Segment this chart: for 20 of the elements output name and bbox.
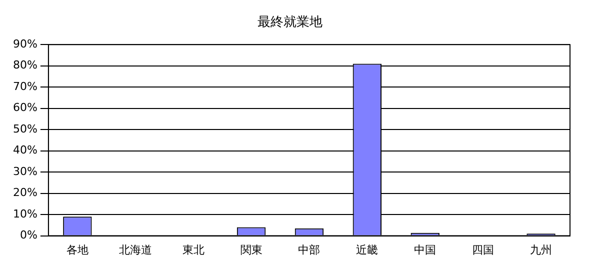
x-tick-label: 関東 xyxy=(240,243,262,256)
x-tick-label: 中国 xyxy=(414,243,436,256)
x-tick-label: 北海道 xyxy=(118,243,152,256)
y-tick-label: 80% xyxy=(12,58,38,72)
x-tick-label: 各地 xyxy=(66,243,88,256)
y-tick-label: 30% xyxy=(12,164,38,178)
y-tick-label: 0% xyxy=(20,228,38,242)
y-tick-label: 20% xyxy=(12,186,38,200)
chart-title: 最終就業地 xyxy=(258,15,322,30)
x-tick-label: 中部 xyxy=(298,243,320,256)
y-tick-label: 10% xyxy=(12,207,38,220)
y-tick-label: 70% xyxy=(12,80,38,93)
y-tick-label: 90% xyxy=(12,37,38,50)
y-tick-label: 50% xyxy=(12,122,38,136)
x-tick-label: 九州 xyxy=(530,243,552,256)
x-tick-label: 近畿 xyxy=(356,243,378,256)
y-tick-label: 60% xyxy=(12,101,38,114)
y-tick-label: 40% xyxy=(12,144,38,157)
x-tick-label: 四国 xyxy=(472,243,494,256)
x-tick-label: 東北 xyxy=(182,243,204,256)
